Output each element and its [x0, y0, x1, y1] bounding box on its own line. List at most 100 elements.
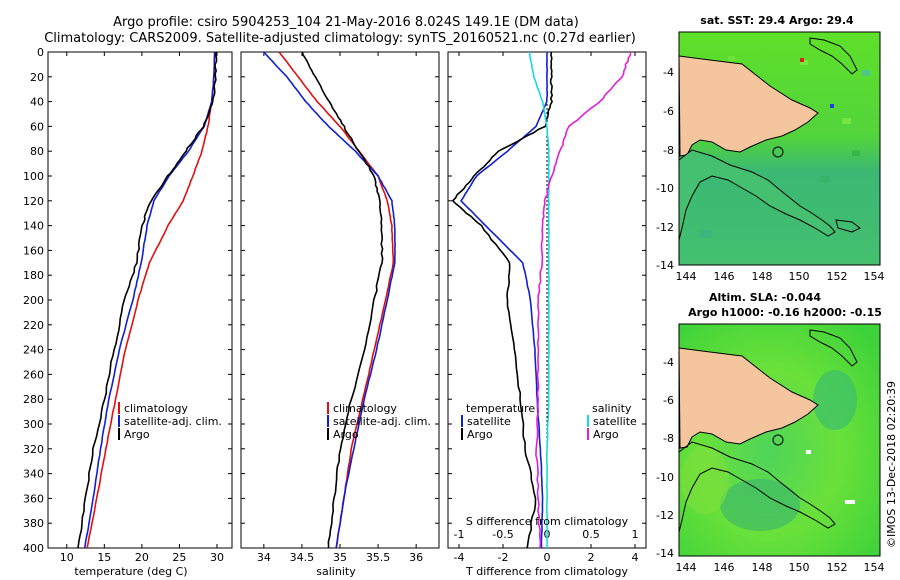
temperature-series: [77, 52, 218, 548]
ytick-label: 320: [23, 443, 44, 456]
series-line-satellite-adj-clim-: [84, 52, 216, 548]
legend-label-argo: Argo: [124, 428, 150, 441]
xtick-top-label: -1: [454, 528, 465, 541]
sla-gap-2: [806, 450, 811, 454]
ytick-label: 300: [23, 418, 44, 431]
title-line-1: Argo profile: csiro 5904253_104 21-May-2…: [113, 15, 579, 30]
xtick-label: 20: [135, 551, 149, 564]
series-line-argo: [301, 52, 384, 548]
sst-xtick-4: 152: [827, 270, 848, 283]
sst-ytick-5: -14: [656, 259, 674, 272]
legend-label-satellite: satellite-adj. clim.: [124, 415, 222, 428]
salinity-series: [263, 52, 396, 548]
legend-label-t-satellite: satellite: [467, 415, 511, 428]
sst-ytick-3: -10: [656, 182, 674, 195]
xtick-top-label: -0.5: [492, 528, 513, 541]
ytick-label: 40: [30, 96, 44, 109]
series-line-argo: [77, 52, 218, 548]
sst-marker-red: [800, 58, 804, 62]
sla-map-subtitle: Argo h1000: -0.16 h2000: -0.15: [688, 306, 882, 319]
sla-gap-1: [845, 500, 855, 504]
sla-map-title: Altim. SLA: -0.044: [709, 291, 821, 304]
sla-xtick-0: 144: [676, 561, 697, 574]
ytick-label: 60: [30, 120, 44, 133]
sla-xtick-3: 150: [789, 561, 810, 574]
ytick-label: 180: [23, 269, 44, 282]
xtick-label: 36: [409, 551, 423, 564]
xtick-top-label: 1: [632, 528, 639, 541]
ytick-label: 160: [23, 244, 44, 257]
xtick-label: 30: [210, 551, 224, 564]
sst-ytick-2: -8: [663, 144, 674, 157]
sst-map-axes: -4 -6 -8 -10 -12 -14 144 146 148 150 152…: [656, 66, 884, 283]
ytick-label: 200: [23, 294, 44, 307]
sla-map-axes: -4 -6 -8 -10 -12 -14 144 146 148 150 152…: [656, 356, 884, 574]
title-line-2: Climatology: CARS2009. Satellite-adjuste…: [44, 31, 636, 46]
ytick-label: 340: [23, 468, 44, 481]
xtick-label: 2: [588, 551, 595, 564]
legend-label-t-argo: Argo: [467, 428, 493, 441]
ytick-label: 260: [23, 368, 44, 381]
xtick-label: -2: [498, 551, 509, 564]
sst-coast-papuan: [678, 149, 836, 241]
xtick-label: 35: [333, 551, 347, 564]
sla-ytick-0: -4: [663, 356, 674, 369]
series-line-t-argo: [451, 52, 554, 548]
xtick-label: 4: [632, 551, 639, 564]
series-line-climatology: [86, 52, 216, 548]
series-line-satellite-adj-clim-: [263, 52, 396, 548]
xtick-label: 15: [97, 551, 111, 564]
difference-top-xlabel: S difference from climatology: [466, 515, 629, 528]
difference-xlabel: T difference from climatology: [465, 565, 628, 578]
series-line-s-argo: [535, 52, 632, 548]
ytick-label: 280: [23, 393, 44, 406]
sla-eddy-3: [681, 446, 729, 514]
sla-ytick-2: -8: [663, 432, 674, 445]
temperature-xlabel: temperature (deg C): [74, 565, 187, 578]
xtick-label: -4: [454, 551, 465, 564]
sla-land-new-guinea: [678, 347, 819, 449]
sst-marker-blue: [830, 104, 834, 108]
xtick-label: 35.5: [366, 551, 391, 564]
sst-map-title: sat. SST: 29.4 Argo: 29.4: [700, 14, 854, 27]
ytick-label: 140: [23, 220, 44, 233]
ytick-label: 360: [23, 492, 44, 505]
salinity-axes: 34 34.5 35 35.5 36: [241, 51, 439, 564]
legend-label-climatology: climatology: [333, 402, 397, 415]
sst-ytick-1: -6: [663, 105, 674, 118]
sst-xtick-5: 154: [864, 270, 885, 283]
sla-coast-papuan: [678, 441, 836, 533]
sst-ytick-0: -4: [663, 66, 674, 79]
salinity-xlabel: salinity: [316, 565, 356, 578]
ytick-label: 20: [30, 71, 44, 84]
xtick-label: 0: [544, 551, 551, 564]
sla-coast-new-britain: [809, 329, 858, 367]
sla-map: [678, 323, 881, 557]
sst-map: [678, 31, 881, 266]
legend-title-temperature: temperature: [466, 402, 535, 415]
legend-label-argo: Argo: [333, 428, 359, 441]
temperature-legend: climatology satellite-adj. clim. Argo: [118, 402, 222, 441]
legend-label-satellite: satellite-adj. clim.: [333, 415, 431, 428]
sst-xtick-3: 150: [789, 270, 810, 283]
series-line-t-satellite: [460, 52, 549, 548]
legend-label-s-satellite: satellite: [593, 415, 637, 428]
sla-argo-location: [772, 434, 784, 446]
ytick-label: 80: [30, 145, 44, 158]
xtick-label: 34.5: [290, 551, 315, 564]
sla-xtick-1: 146: [714, 561, 735, 574]
sst-coast-new-britain: [809, 37, 858, 75]
sla-ytick-3: -10: [656, 471, 674, 484]
sla-map-frame: [678, 323, 881, 557]
sst-xtick-1: 146: [714, 270, 735, 283]
legend-title-salinity: salinity: [592, 402, 632, 415]
temperature-axes: 0 20 40 60 80 100 120 140 160 180 200 220 240 260 280 3…: [23, 46, 232, 564]
xtick-label: 34: [257, 551, 271, 564]
legend-label-climatology: climatology: [124, 402, 188, 415]
sst-ytick-4: -12: [656, 221, 674, 234]
sla-eddy-1: [813, 370, 857, 430]
sla-eddy-2: [720, 479, 800, 531]
series-line-s-satellite: [528, 52, 550, 548]
